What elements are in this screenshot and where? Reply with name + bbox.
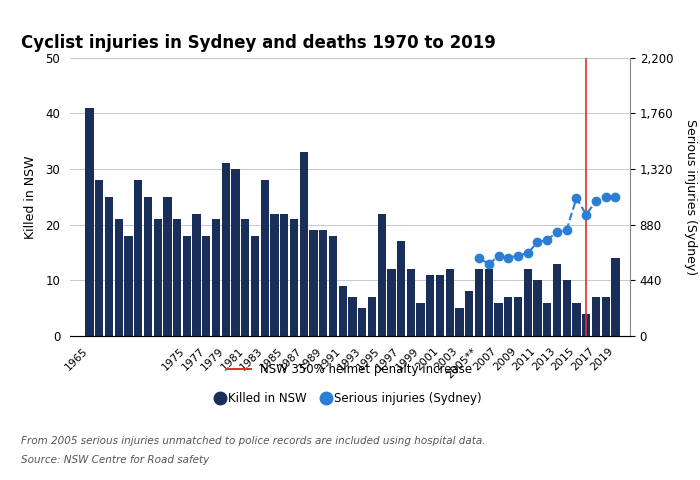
Bar [484, 269, 493, 336]
Bar [543, 302, 552, 336]
Bar [144, 197, 152, 336]
Bar [300, 152, 308, 336]
Bar [553, 264, 561, 336]
Bar [193, 214, 201, 336]
Text: Cyclist injuries in Sydney and deaths 1970 to 2019: Cyclist injuries in Sydney and deaths 19… [21, 34, 496, 51]
Bar [241, 219, 249, 336]
Bar [173, 219, 181, 336]
Bar [309, 230, 318, 336]
Bar [533, 280, 542, 336]
Bar [494, 302, 503, 336]
Legend: Killed in NSW, Serious injuries (Sydney): Killed in NSW, Serious injuries (Sydney) [214, 387, 486, 410]
Bar [387, 269, 395, 336]
Bar [504, 297, 512, 336]
Bar [270, 214, 279, 336]
Bar [407, 269, 415, 336]
Bar [611, 258, 620, 336]
Bar [95, 180, 104, 336]
Bar [573, 302, 580, 336]
Bar [153, 219, 162, 336]
Bar [85, 108, 94, 336]
Bar [436, 275, 445, 336]
Bar [426, 275, 435, 336]
Bar [582, 314, 590, 336]
Bar [251, 236, 259, 336]
Text: Source: NSW Centre for Road safety: Source: NSW Centre for Road safety [21, 455, 209, 465]
Bar [524, 269, 532, 336]
Bar [416, 302, 425, 336]
Bar [377, 214, 386, 336]
Bar [134, 180, 142, 336]
Bar [466, 291, 473, 336]
Bar [232, 169, 239, 336]
Bar [212, 219, 220, 336]
Bar [329, 236, 337, 336]
Bar [125, 236, 132, 336]
Bar [280, 214, 288, 336]
Bar [601, 297, 610, 336]
Bar [446, 269, 454, 336]
Text: From 2005 serious injuries unmatched to police records are included using hospit: From 2005 serious injuries unmatched to … [21, 436, 486, 446]
Y-axis label: Serious injuries (Sydney): Serious injuries (Sydney) [685, 119, 697, 275]
Bar [115, 219, 122, 336]
Bar [475, 269, 483, 336]
Bar [339, 286, 346, 336]
Bar [349, 297, 356, 336]
Y-axis label: Killed in NSW: Killed in NSW [24, 155, 37, 239]
Bar [456, 308, 463, 336]
Bar [592, 297, 600, 336]
Bar [202, 236, 211, 336]
Bar [183, 236, 191, 336]
Bar [514, 297, 522, 336]
Bar [163, 197, 172, 336]
Bar [368, 297, 376, 336]
Bar [358, 308, 366, 336]
Bar [105, 197, 113, 336]
Bar [397, 241, 405, 336]
Legend: NSW 350% helmet penalty increase: NSW 350% helmet penalty increase [223, 359, 477, 381]
Bar [563, 280, 570, 336]
Bar [290, 219, 298, 336]
Bar [222, 163, 230, 336]
Bar [260, 180, 269, 336]
Bar [319, 230, 328, 336]
